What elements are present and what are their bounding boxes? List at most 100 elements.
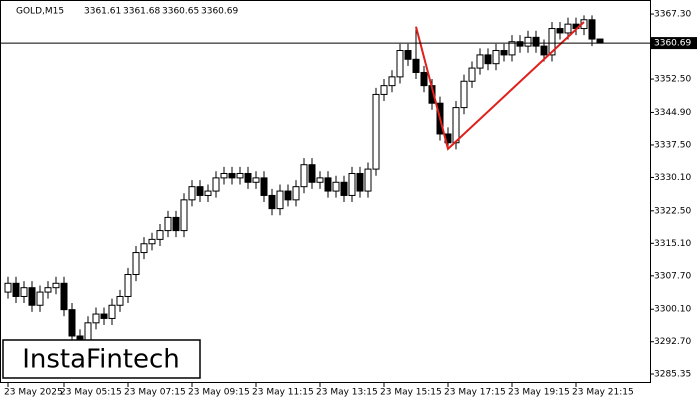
candle-body — [324, 177, 332, 192]
candle-body — [508, 41, 516, 56]
candle-body — [252, 177, 260, 183]
logo-box — [2, 339, 201, 379]
candle-body — [180, 199, 188, 232]
candle-body — [116, 295, 124, 306]
candle-body — [132, 252, 140, 276]
header-value: 3360.69 — [201, 7, 238, 17]
candle-body — [356, 172, 364, 192]
candle-body — [516, 41, 524, 47]
x-tick-label: 23 May 05:15 — [60, 388, 122, 398]
candle-body — [420, 71, 428, 87]
candle-body — [500, 50, 508, 56]
candle-body — [140, 243, 148, 254]
candle-body — [540, 45, 548, 56]
candle-body — [220, 172, 228, 179]
header-value: 3360.65 — [162, 7, 199, 17]
candle-body — [236, 172, 244, 179]
candle-body — [404, 50, 412, 60]
current-price-label: 3360.69 — [654, 39, 691, 49]
x-tick-label: 23 May 07:15 — [124, 388, 186, 398]
candle-body — [108, 304, 116, 319]
candle-body — [12, 282, 20, 297]
candle-body — [164, 216, 172, 232]
header-value: 3361.68 — [123, 7, 160, 17]
candle-body — [524, 36, 532, 47]
candle-body — [556, 28, 564, 34]
candle-body — [292, 186, 300, 201]
y-tick-label: 3307.70 — [654, 271, 691, 281]
candle-body — [452, 107, 460, 144]
y-tick-label: 3344.90 — [654, 108, 691, 118]
candle-body — [44, 287, 52, 293]
candle-body — [492, 50, 500, 65]
x-tick-label: 23 May 17:15 — [444, 388, 506, 398]
y-tick-label: 3352.50 — [654, 75, 691, 85]
candle-body — [204, 190, 212, 196]
candle-body — [308, 164, 316, 183]
x-tick-label: 23 May 13:15 — [316, 388, 378, 398]
candle-body — [276, 190, 284, 210]
candle-body — [124, 274, 132, 297]
candle-body — [172, 216, 180, 232]
logo: InstaFintech — [22, 345, 180, 375]
candle-body — [196, 186, 204, 196]
x-tick-label: 23 May 11:15 — [252, 388, 314, 398]
header-value: 3361.61 — [84, 7, 121, 17]
y-tick-label: 3292.70 — [654, 337, 691, 347]
candle-body — [316, 177, 324, 183]
header-values: 3361.61 3361.68 3360.65 3360.69 — [84, 7, 238, 17]
candle-body — [388, 76, 396, 87]
candle-body — [460, 80, 468, 109]
candle-body — [300, 164, 308, 188]
candle-body — [372, 93, 380, 170]
plot — [4, 15, 604, 347]
y-tick-label: 3285.35 — [654, 369, 691, 379]
candle-body — [380, 85, 388, 95]
candle-body — [28, 287, 36, 306]
y-tick-label: 3367.30 — [654, 10, 691, 20]
x-tick-label: 23 May 19:15 — [508, 388, 570, 398]
y-tick-label: 3300.10 — [654, 305, 691, 315]
candle-body — [532, 36, 540, 47]
candle-body — [4, 282, 12, 293]
candle-body — [484, 54, 492, 65]
candle-body — [548, 28, 556, 56]
candle-body — [476, 54, 484, 69]
candle-body — [68, 309, 76, 337]
candle-body — [100, 313, 108, 319]
candle-body — [340, 181, 348, 196]
candle-body — [60, 282, 68, 311]
candle-body — [588, 19, 596, 40]
current-price-box — [651, 37, 697, 50]
candle-body — [212, 177, 220, 192]
candle-body — [284, 190, 292, 201]
x-tick-label: 23 May 2025 — [4, 388, 63, 398]
candle-body — [348, 172, 356, 196]
candle-body — [260, 177, 268, 196]
candle-body — [148, 238, 156, 245]
candle-body — [188, 186, 196, 201]
candle-body — [412, 58, 420, 73]
candle-body — [20, 287, 28, 297]
candle-body — [244, 172, 252, 183]
y-tick-label: 3337.50 — [654, 140, 691, 150]
candle-body — [92, 313, 100, 324]
x-tick-label: 23 May 09:15 — [188, 388, 250, 398]
candle-body — [228, 172, 236, 179]
y-tick-label: 3315.10 — [654, 239, 691, 249]
x-tick-label: 23 May 21:15 — [572, 388, 634, 398]
candle-body — [596, 38, 604, 44]
chart-title: GOLD,M15 — [16, 7, 64, 17]
candle-body — [564, 23, 572, 34]
x-tick-label: 23 May 15:15 — [380, 388, 442, 398]
y-tick-label: 3322.50 — [654, 206, 691, 216]
candle-body — [156, 230, 164, 240]
candle-body — [396, 50, 404, 78]
y-tick-label: 3330.10 — [654, 173, 691, 183]
candle-body — [268, 194, 276, 210]
candle-body — [52, 282, 60, 289]
candle-body — [36, 291, 44, 306]
candle-body — [332, 181, 340, 192]
candle-body — [84, 322, 92, 341]
